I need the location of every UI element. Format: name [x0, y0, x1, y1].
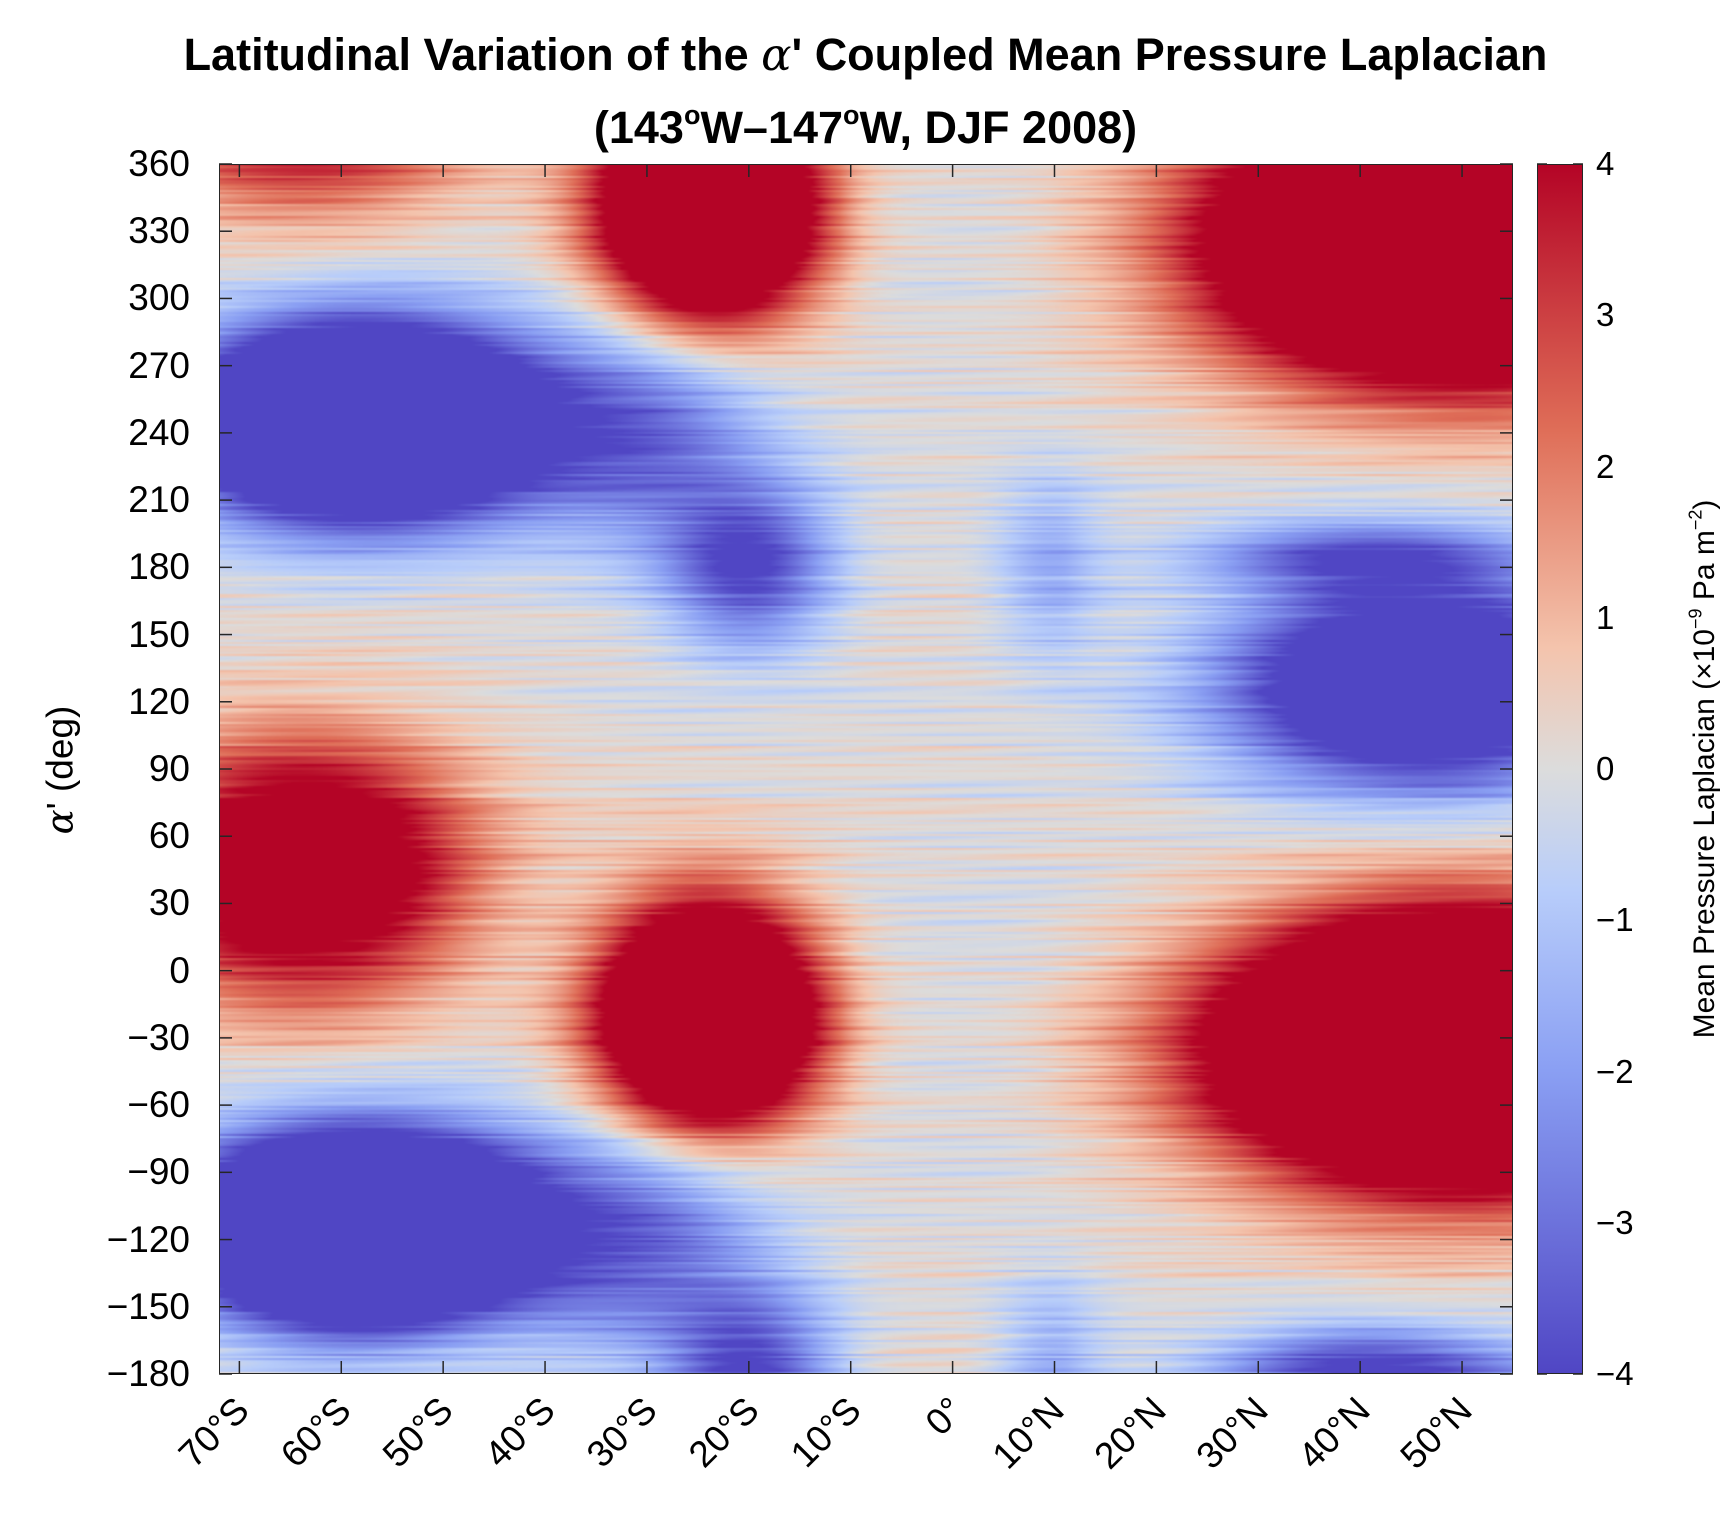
x-tick-label: 20°S — [680, 1389, 767, 1476]
y-tick-label: −30 — [127, 1016, 190, 1058]
colorbar — [1537, 164, 1583, 1374]
y-tick-label: 60 — [148, 815, 190, 857]
y-tick-label: 0 — [169, 949, 190, 991]
y-tick-label: −60 — [127, 1084, 190, 1126]
x-tick-label: 10°N — [984, 1389, 1073, 1477]
y-tick-label: 150 — [128, 613, 190, 655]
x-tick-label: 50°S — [374, 1389, 461, 1476]
colorbar-tick-label: −4 — [1596, 1355, 1634, 1392]
colorbar-tick-label: −2 — [1596, 1052, 1634, 1090]
y-tick-label: 90 — [148, 748, 190, 789]
x-tick-label: 0° — [917, 1389, 972, 1444]
y-tick-label: −180 — [106, 1353, 190, 1394]
y-axis-label: α' (deg) — [38, 705, 82, 835]
y-tick-label: 300 — [128, 277, 190, 319]
y-tick-label: 240 — [128, 411, 190, 453]
chart-title-line1: Latitudinal Variation of the α' Coupled … — [183, 28, 1548, 81]
colorbar-tick-label: 4 — [1596, 145, 1615, 182]
y-tick-label: 30 — [148, 882, 190, 924]
y-tick-label: 330 — [128, 210, 190, 252]
y-tick-label: 180 — [128, 546, 190, 588]
y-tick-label: 270 — [128, 344, 190, 386]
y-tick-label: 360 — [128, 143, 190, 184]
x-tick-label: 70°S — [171, 1389, 258, 1476]
colorbar-label: Mean Pressure Laplacian (×10−9 Pa m−2) — [1685, 499, 1721, 1039]
colorbar-tick-label: −3 — [1596, 1203, 1634, 1241]
heatmap — [219, 164, 1513, 1374]
x-tick-label: 40°N — [1290, 1389, 1378, 1477]
colorbar-tick-label: 1 — [1596, 598, 1615, 636]
x-tick-label: 50°N — [1392, 1389, 1480, 1477]
x-tick-label: 30°N — [1188, 1389, 1277, 1477]
y-tick-label: 120 — [128, 680, 190, 722]
y-tick-label: −90 — [127, 1151, 190, 1193]
colorbar-tick-label: 3 — [1596, 296, 1615, 334]
colorbar-tick-label: 0 — [1596, 750, 1615, 787]
colorbar-tick-label: 2 — [1596, 447, 1615, 485]
x-tick-label: 20°N — [1086, 1389, 1175, 1477]
y-tick-label: −120 — [106, 1218, 190, 1260]
y-tick-label: −150 — [106, 1285, 190, 1327]
x-tick-label: 60°S — [273, 1389, 360, 1476]
colorbar-tick-label: −1 — [1596, 901, 1634, 939]
chart-title-line2: (143oW–147oW, DJF 2008) — [593, 100, 1138, 153]
x-tick-label: 10°S — [782, 1389, 869, 1476]
x-tick-label: 30°S — [578, 1389, 665, 1476]
x-tick-label: 40°S — [476, 1389, 563, 1476]
y-tick-label: 210 — [128, 479, 190, 521]
